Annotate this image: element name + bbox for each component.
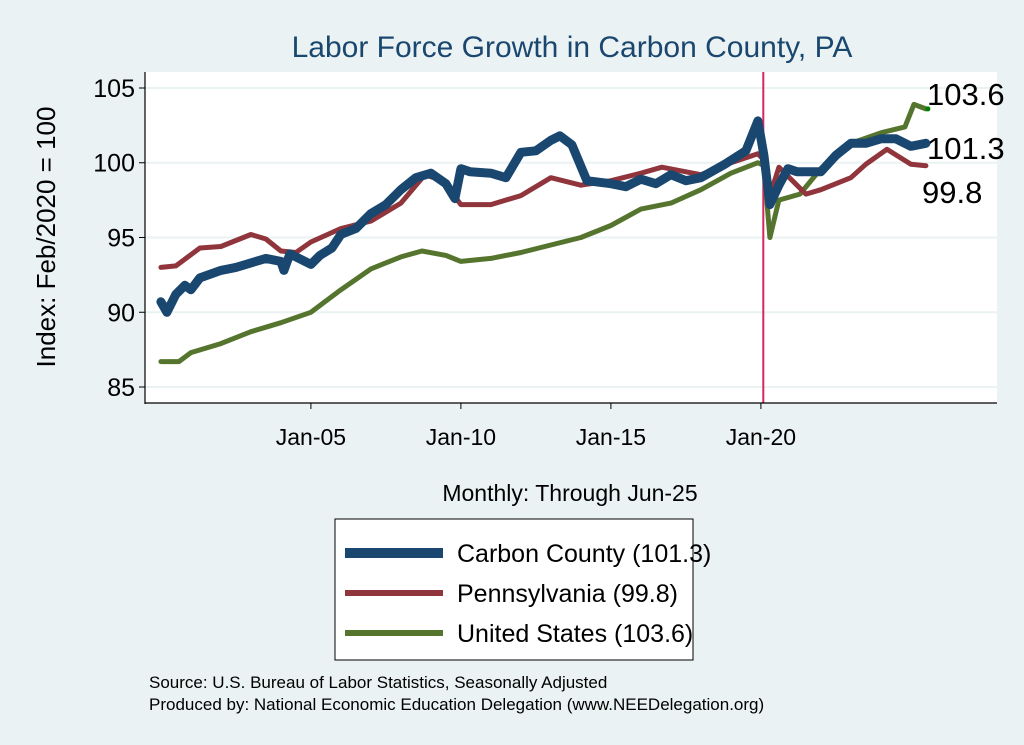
source-note: Source: U.S. Bureau of Labor Statistics,…: [149, 673, 607, 692]
legend-box: [334, 518, 694, 661]
y-tick-label: 105: [93, 75, 135, 103]
legend-label: Carbon County (101.3): [457, 540, 711, 568]
series-line-0: [156, 116, 931, 317]
x-tick-label: Jan-20: [726, 424, 796, 450]
y-tick-label: 85: [107, 374, 135, 402]
chart-title: Labor Force Growth in Carbon County, PA: [292, 31, 853, 64]
series-line-2: [158, 101, 929, 365]
x-axis-label: Monthly: Through Jun-25: [442, 480, 697, 506]
y-tick-label: 95: [107, 225, 135, 253]
y-tick-label: 100: [93, 150, 135, 178]
end-label: 99.8: [922, 175, 982, 210]
series-line-1: [158, 146, 929, 270]
y-tick-label: 90: [107, 299, 135, 327]
us-end-marker: [925, 106, 931, 112]
end-label: 101.3: [927, 131, 1005, 166]
y-axis-label: Index: Feb/2020 = 100: [31, 107, 61, 368]
x-tick-label: Jan-10: [426, 424, 496, 450]
x-tick-label: Jan-15: [576, 424, 646, 450]
legend-label: United States (103.6): [457, 620, 693, 648]
x-tick-label: Jan-05: [276, 424, 346, 450]
end-label: 103.6: [927, 77, 1005, 112]
produced-by-note: Produced by: National Economic Education…: [149, 695, 764, 714]
legend-label: Pennsylvania (99.8): [457, 580, 678, 608]
